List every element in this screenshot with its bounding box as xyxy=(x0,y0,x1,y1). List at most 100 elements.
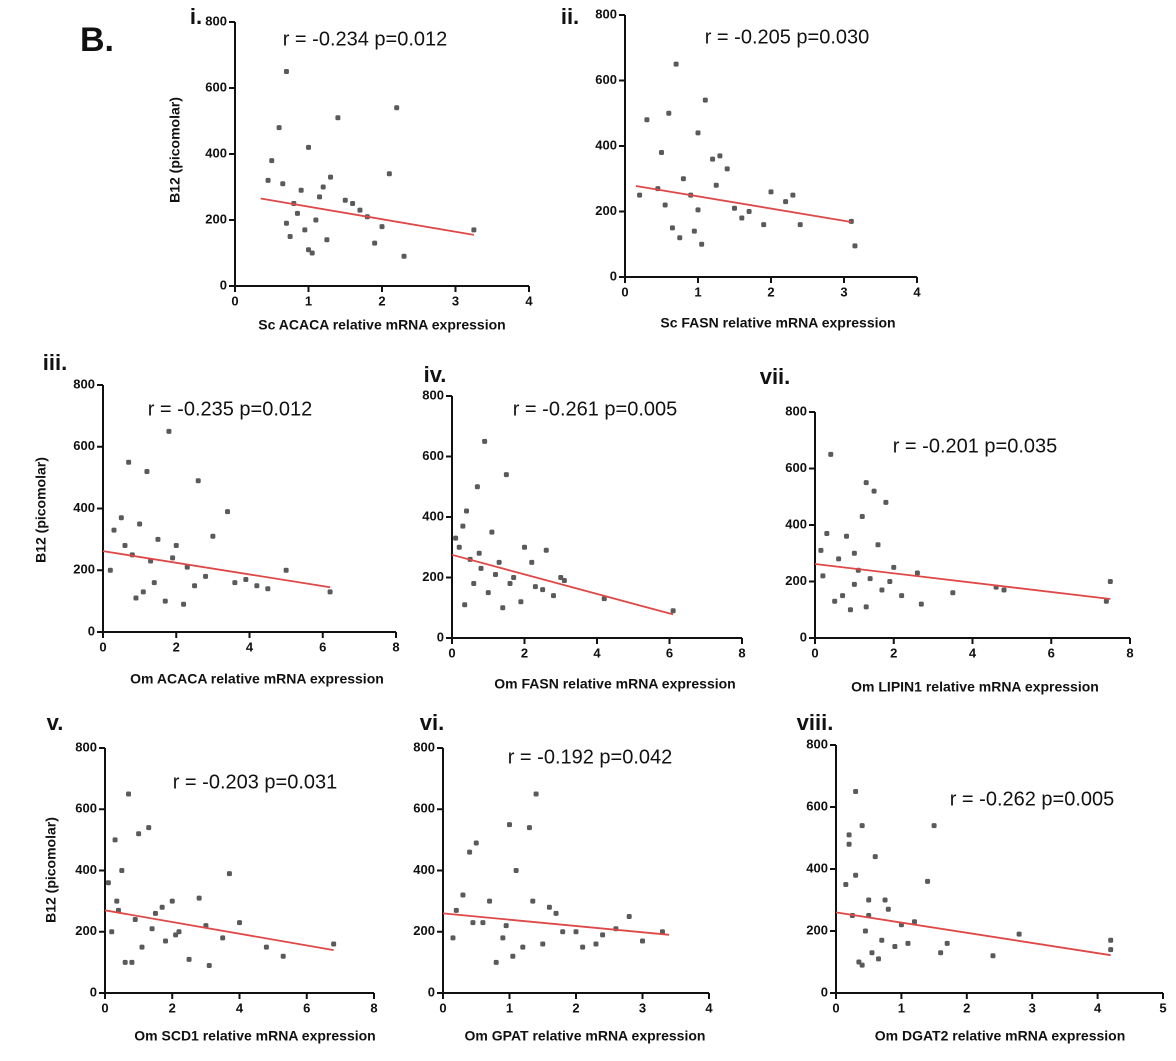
x-axis-label: Om SCD1 relative mRNA expression xyxy=(134,1028,375,1044)
point xyxy=(529,559,535,565)
point xyxy=(840,593,846,599)
point xyxy=(460,892,466,898)
x-tick-label: 0 xyxy=(832,1000,839,1015)
point xyxy=(232,580,238,586)
point xyxy=(280,181,286,187)
point xyxy=(938,950,944,956)
y-tick-label: 800 xyxy=(595,6,617,21)
y-tick-label: 400 xyxy=(73,500,95,515)
trend-line xyxy=(451,553,674,616)
point xyxy=(790,192,796,198)
point xyxy=(859,514,865,520)
point xyxy=(859,962,865,968)
y-tick-label: 400 xyxy=(785,516,807,531)
y-tick-label: 800 xyxy=(73,376,95,391)
y-tick-label: 600 xyxy=(75,801,97,816)
point xyxy=(328,174,334,180)
x-tick-label: 8 xyxy=(370,1000,377,1015)
y-tick-label: 0 xyxy=(800,629,807,644)
x-tick-label: 1 xyxy=(898,1000,905,1015)
point xyxy=(702,97,708,103)
point xyxy=(122,543,128,549)
point xyxy=(226,871,232,877)
point xyxy=(283,567,289,573)
point xyxy=(263,944,269,950)
point xyxy=(911,919,917,925)
point xyxy=(532,584,538,590)
point xyxy=(237,920,242,926)
point xyxy=(892,944,898,949)
point xyxy=(899,593,905,599)
y-tick-label: 200 xyxy=(205,211,227,226)
y-tick-label: 200 xyxy=(413,923,435,938)
point xyxy=(691,228,697,234)
point xyxy=(357,207,363,213)
point xyxy=(851,581,857,587)
point xyxy=(453,907,459,913)
annotation: r = -0.262 p=0.005 xyxy=(950,788,1115,810)
x-tick-label: 2 xyxy=(572,1000,579,1015)
point xyxy=(828,451,834,457)
point xyxy=(144,468,150,474)
point xyxy=(844,533,849,539)
point xyxy=(551,593,556,599)
point xyxy=(350,201,356,206)
point xyxy=(1108,937,1114,943)
point xyxy=(914,570,920,576)
point xyxy=(119,868,125,873)
annotation: r = -0.192 p=0.042 xyxy=(508,746,673,768)
x-tick-label: 8 xyxy=(1126,645,1133,660)
point xyxy=(507,822,512,828)
point xyxy=(866,897,872,903)
point xyxy=(159,904,165,910)
point xyxy=(522,544,527,550)
point xyxy=(386,171,392,177)
point xyxy=(847,607,853,613)
point xyxy=(294,210,300,216)
point xyxy=(298,187,304,193)
annotation: r = -0.205 p=0.030 xyxy=(705,26,870,48)
x-axis-label: Om FASN relative mRNA expression xyxy=(494,676,735,692)
point xyxy=(875,542,881,548)
y-tick-label: 0 xyxy=(428,984,435,999)
point xyxy=(342,197,348,203)
point xyxy=(673,61,679,67)
point xyxy=(836,556,842,562)
point xyxy=(206,962,212,968)
point xyxy=(149,926,155,932)
point xyxy=(372,240,378,246)
point xyxy=(797,222,803,228)
y-tick-label: 600 xyxy=(785,460,807,475)
point xyxy=(526,825,532,831)
point xyxy=(846,841,852,847)
point xyxy=(746,209,752,214)
point xyxy=(302,227,308,233)
point xyxy=(680,176,686,182)
point xyxy=(710,156,716,162)
point xyxy=(659,929,665,935)
point xyxy=(195,478,201,484)
y-tick-label: 0 xyxy=(220,277,227,292)
point xyxy=(500,605,506,611)
x-tick-label: 0 xyxy=(99,639,106,654)
point xyxy=(394,105,400,111)
point xyxy=(485,590,491,596)
point xyxy=(739,215,745,221)
point xyxy=(331,941,337,947)
point xyxy=(732,205,737,211)
point xyxy=(853,789,859,794)
point xyxy=(169,898,175,904)
point xyxy=(573,929,579,935)
point xyxy=(1016,931,1022,937)
x-tick-label: 1 xyxy=(506,1000,513,1015)
panel-label: vi. xyxy=(420,710,444,735)
point xyxy=(133,595,139,601)
panel-label: iii. xyxy=(43,350,67,375)
panel-label: vii. xyxy=(760,364,791,389)
point xyxy=(824,530,830,536)
point xyxy=(543,547,549,553)
x-tick-label: 0 xyxy=(811,645,818,660)
point xyxy=(137,521,143,527)
y-tick-label: 0 xyxy=(610,268,617,283)
